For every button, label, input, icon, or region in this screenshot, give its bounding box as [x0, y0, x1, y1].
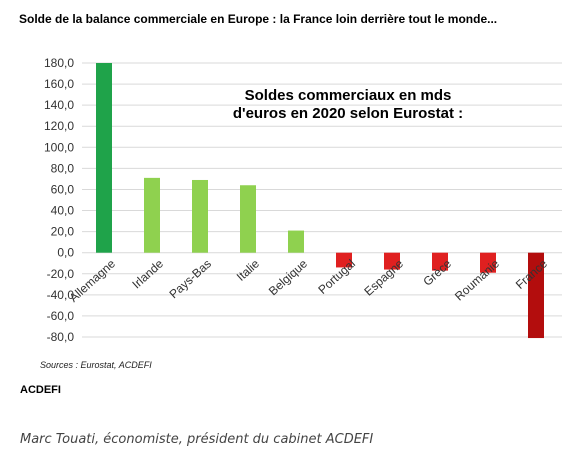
bar-allemagne: [96, 63, 112, 253]
source-note: Sources : Eurostat, ACDEFI: [40, 360, 152, 370]
y-tick-label: 0,0: [57, 246, 74, 260]
bar-espagne: [384, 252, 400, 270]
chart-title: Solde de la balance commerciale en Europ…: [19, 12, 498, 26]
y-tick-label: -20,0: [47, 267, 75, 281]
bars: [96, 63, 544, 339]
x-tick-label: Italie: [234, 256, 262, 284]
bar-roumanie: [480, 252, 496, 273]
bar-belgique: [288, 230, 304, 253]
bar-portugal: [336, 252, 352, 268]
x-tick-label: Roumanie: [452, 256, 502, 303]
y-tick-label: 60,0: [51, 182, 75, 196]
bar-paysbas: [192, 179, 208, 253]
x-axis-ticks: Allemagne Irlande Pays-Bas Italie Belgique Po…: [67, 256, 551, 305]
annotation-line-1: Soldes commerciaux en mds: [245, 87, 452, 104]
x-tick-label: Allemagne: [67, 256, 119, 305]
bar-france: [528, 252, 544, 339]
y-tick-label: -40,0: [47, 288, 75, 302]
image-caption: Marc Touati, économiste, président du ca…: [20, 432, 374, 447]
gridlines: [82, 62, 562, 338]
y-tick-label: 120,0: [44, 119, 74, 133]
annotation-line-2: d'euros en 2020 selon Eurostat :: [233, 105, 463, 122]
y-tick-label: -80,0: [47, 330, 75, 344]
organization-label: ACDEFI: [20, 384, 61, 396]
y-tick-label: 160,0: [44, 77, 74, 91]
y-tick-label: 180,0: [44, 56, 74, 70]
y-tick-label: 100,0: [44, 140, 74, 154]
y-tick-label: 40,0: [51, 204, 75, 218]
y-tick-label: 80,0: [51, 161, 75, 175]
x-tick-label: Belgique: [266, 256, 310, 298]
y-tick-label: 20,0: [51, 225, 75, 239]
bar-grce: [432, 252, 448, 271]
y-tick-label: -60,0: [47, 309, 75, 323]
bar-italie: [240, 185, 256, 253]
y-axis-ticks: 180,0 160,0 140,0 120,0 100,0 80,0 60,0 40,0 20,…: [44, 56, 74, 344]
x-tick-label: Espagne: [361, 256, 406, 298]
bar-irlande: [144, 177, 160, 253]
bar-chart: 180,0 160,0 140,0 120,0 100,0 80,0 60,0 40,0 20,…: [44, 56, 562, 344]
y-tick-label: 140,0: [44, 98, 74, 112]
